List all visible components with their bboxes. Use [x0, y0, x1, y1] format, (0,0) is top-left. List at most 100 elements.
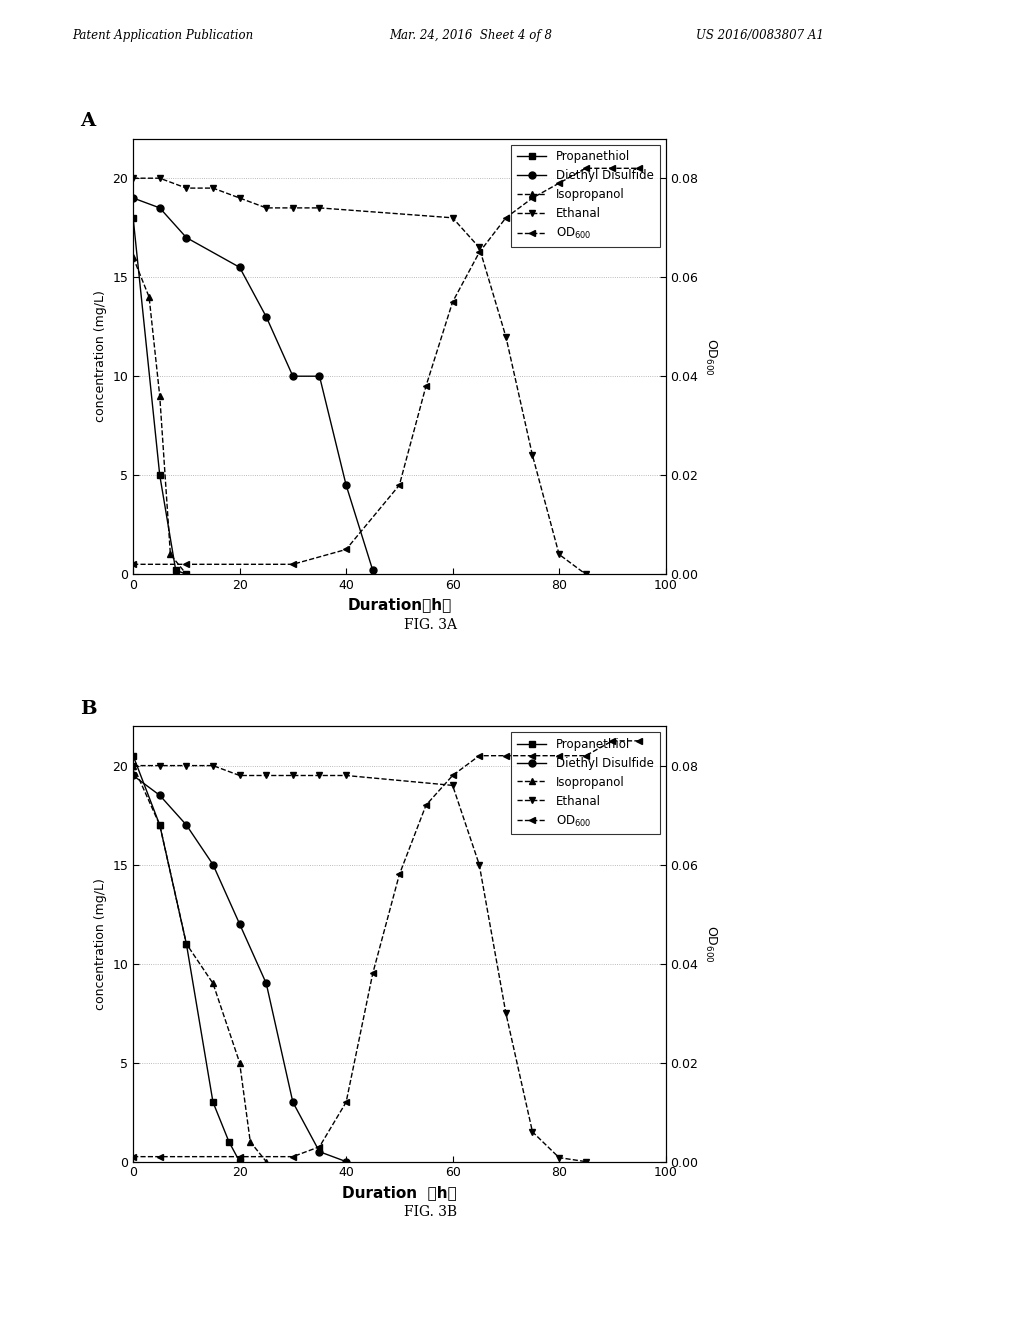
- Diethyl Disulfide: [313, 368, 326, 384]
- Text: Mar. 24, 2016  Sheet 4 of 8: Mar. 24, 2016 Sheet 4 of 8: [389, 29, 552, 42]
- OD$_{600}$: [580, 747, 592, 763]
- Propanethiol: [154, 467, 166, 483]
- Y-axis label: concentration (mg/L): concentration (mg/L): [94, 290, 106, 422]
- Propanethiol: [223, 1134, 236, 1150]
- Ethanal: [260, 199, 272, 215]
- Legend: Propanethiol, Diethyl Disulfide, Isopropanol, Ethanal, OD$_{600}$: Propanethiol, Diethyl Disulfide, Isoprop…: [511, 144, 659, 247]
- OD$_{600}$: [553, 176, 565, 191]
- Ethanal: [446, 777, 459, 793]
- Diethyl Disulfide: [180, 230, 193, 246]
- Diethyl Disulfide: [260, 309, 272, 325]
- OD$_{600}$: [526, 190, 539, 206]
- Text: B: B: [80, 700, 96, 718]
- OD$_{600}$: [580, 160, 592, 176]
- Propanethiol: [127, 747, 139, 763]
- Diethyl Disulfide: [340, 478, 352, 494]
- Diethyl Disulfide: [260, 975, 272, 991]
- Ethanal: [127, 758, 139, 774]
- Isopropanol: [180, 566, 193, 582]
- OD$_{600}$: [233, 1148, 246, 1164]
- Propanethiol: [207, 1094, 219, 1110]
- Isopropanol: [127, 758, 139, 774]
- OD$_{600}$: [500, 210, 512, 226]
- Propanethiol: [180, 566, 193, 582]
- Propanethiol: [180, 936, 193, 952]
- OD$_{600}$: [313, 1139, 326, 1155]
- Line: Diethyl Disulfide: Diethyl Disulfide: [130, 772, 349, 1166]
- OD$_{600}$: [393, 866, 406, 882]
- Ethanal: [154, 170, 166, 186]
- Ethanal: [500, 1006, 512, 1022]
- Diethyl Disulfide: [233, 259, 246, 276]
- OD$_{600}$: [553, 747, 565, 763]
- Diethyl Disulfide: [127, 190, 139, 206]
- Diethyl Disulfide: [207, 857, 219, 873]
- Ethanal: [580, 566, 592, 582]
- Isopropanol: [260, 1154, 272, 1170]
- Ethanal: [526, 447, 539, 463]
- Line: Ethanal: Ethanal: [130, 762, 589, 1166]
- OD$_{600}$: [633, 733, 645, 748]
- OD$_{600}$: [500, 747, 512, 763]
- Ethanal: [313, 199, 326, 215]
- OD$_{600}$: [367, 966, 379, 982]
- Isopropanol: [143, 289, 156, 305]
- Legend: Propanethiol, Diethyl Disulfide, Isopropanol, Ethanal, OD$_{600}$: Propanethiol, Diethyl Disulfide, Isoprop…: [511, 731, 659, 834]
- Isopropanol: [154, 388, 166, 404]
- X-axis label: Duration  （h）: Duration （h）: [342, 1185, 457, 1200]
- Isopropanol: [233, 1055, 246, 1071]
- Line: OD$_{600}$: OD$_{600}$: [130, 738, 642, 1160]
- Ethanal: [233, 768, 246, 784]
- Isopropanol: [207, 975, 219, 991]
- OD$_{600}$: [154, 1148, 166, 1164]
- OD$_{600}$: [420, 378, 432, 393]
- Text: A: A: [80, 112, 95, 131]
- Ethanal: [313, 768, 326, 784]
- Text: Patent Application Publication: Patent Application Publication: [72, 29, 253, 42]
- Diethyl Disulfide: [233, 916, 246, 932]
- OD$_{600}$: [180, 557, 193, 573]
- Propanethiol: [127, 210, 139, 226]
- Propanethiol: [170, 562, 182, 578]
- Ethanal: [287, 199, 299, 215]
- Isopropanol: [164, 546, 176, 562]
- Y-axis label: concentration (mg/L): concentration (mg/L): [94, 878, 106, 1010]
- Diethyl Disulfide: [154, 199, 166, 215]
- Text: US 2016/0083807 A1: US 2016/0083807 A1: [696, 29, 824, 42]
- Line: OD$_{600}$: OD$_{600}$: [130, 165, 642, 568]
- OD$_{600}$: [473, 747, 485, 763]
- Line: Ethanal: Ethanal: [130, 174, 589, 578]
- Diethyl Disulfide: [287, 1094, 299, 1110]
- Y-axis label: OD$_{600}$: OD$_{600}$: [702, 338, 718, 375]
- OD$_{600}$: [127, 557, 139, 573]
- Ethanal: [207, 758, 219, 774]
- OD$_{600}$: [526, 747, 539, 763]
- Ethanal: [207, 180, 219, 195]
- Ethanal: [473, 240, 485, 256]
- OD$_{600}$: [127, 1148, 139, 1164]
- Line: Isopropanol: Isopropanol: [130, 253, 189, 578]
- OD$_{600}$: [340, 1094, 352, 1110]
- OD$_{600}$: [633, 160, 645, 176]
- OD$_{600}$: [420, 797, 432, 813]
- OD$_{600}$: [473, 244, 485, 260]
- Ethanal: [233, 190, 246, 206]
- Isopropanol: [180, 936, 193, 952]
- Diethyl Disulfide: [367, 562, 379, 578]
- OD$_{600}$: [606, 733, 618, 748]
- Ethanal: [526, 1123, 539, 1139]
- X-axis label: Duration（h）: Duration（h）: [347, 598, 452, 612]
- Diethyl Disulfide: [340, 1154, 352, 1170]
- Diethyl Disulfide: [313, 1143, 326, 1160]
- Text: FIG. 3A: FIG. 3A: [403, 618, 457, 632]
- Ethanal: [154, 758, 166, 774]
- OD$_{600}$: [446, 767, 459, 783]
- Ethanal: [553, 1150, 565, 1166]
- Ethanal: [553, 546, 565, 562]
- Ethanal: [580, 1154, 592, 1170]
- Ethanal: [180, 758, 193, 774]
- Ethanal: [340, 768, 352, 784]
- Diethyl Disulfide: [154, 787, 166, 803]
- Y-axis label: OD$_{600}$: OD$_{600}$: [702, 925, 718, 962]
- OD$_{600}$: [340, 541, 352, 557]
